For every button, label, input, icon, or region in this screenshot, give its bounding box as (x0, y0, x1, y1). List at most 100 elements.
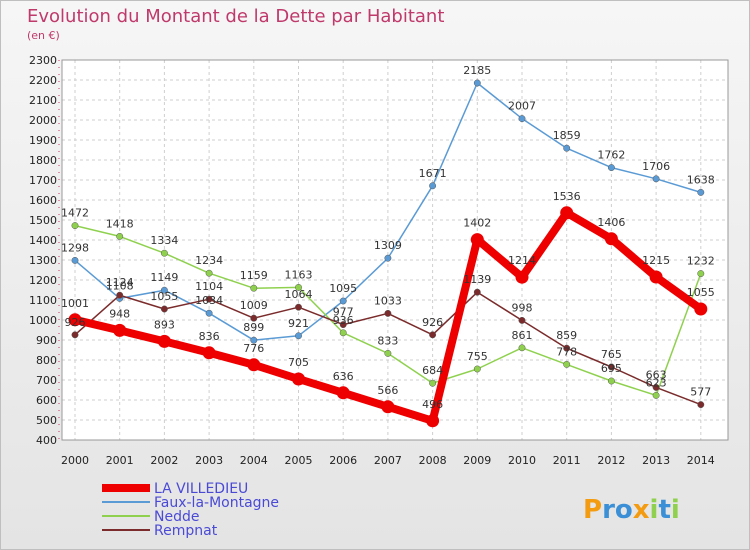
data-point (295, 332, 302, 340)
data-label: 695 (601, 362, 622, 375)
data-point (205, 295, 213, 303)
x-tick-label: 2007 (374, 454, 402, 467)
data-point (295, 283, 302, 291)
data-point (71, 331, 79, 339)
data-point (607, 363, 615, 371)
y-tick-label: 1800 (29, 154, 57, 167)
data-point (697, 401, 705, 409)
data-label: 1232 (687, 255, 715, 268)
data-label: 663 (646, 368, 667, 381)
proxiti-logo: Proxiti (583, 495, 680, 525)
data-point (607, 164, 615, 172)
data-point (205, 309, 213, 317)
data-label: 1418 (106, 217, 134, 230)
data-label: 1671 (419, 167, 447, 180)
x-tick-label: 2004 (240, 454, 268, 467)
x-tick-label: 2014 (687, 454, 715, 467)
data-point (384, 349, 392, 357)
y-tick-label: 1300 (29, 254, 57, 267)
y-tick-label: 2300 (29, 54, 57, 67)
data-label: 936 (333, 314, 354, 327)
data-label: 836 (199, 330, 220, 343)
x-tick-label: 2002 (150, 454, 178, 467)
data-point (336, 386, 350, 400)
data-label: 2007 (508, 100, 536, 113)
data-point (381, 400, 395, 414)
data-label: 623 (646, 376, 667, 389)
data-label: 1001 (61, 297, 89, 310)
y-tick-label: 1900 (29, 134, 57, 147)
data-point (71, 222, 79, 230)
data-point (160, 305, 168, 313)
data-point (649, 270, 663, 284)
data-point (515, 270, 529, 284)
data-point (604, 232, 618, 246)
data-label: 2185 (463, 64, 491, 77)
data-point (384, 309, 392, 317)
data-label: 765 (601, 348, 622, 361)
data-point (160, 286, 168, 294)
y-tick-label: 1100 (29, 294, 57, 307)
data-label: 1064 (285, 288, 313, 301)
data-label: 948 (109, 307, 130, 320)
data-point (518, 344, 526, 352)
y-tick-label: 2200 (29, 74, 57, 87)
y-tick-label: 800 (36, 354, 57, 367)
data-point (518, 316, 526, 324)
data-label: 1159 (240, 269, 268, 282)
x-tick-label: 2013 (642, 454, 670, 467)
data-label: 1859 (553, 129, 581, 142)
data-point (560, 206, 574, 220)
data-point (563, 144, 571, 152)
chart-subtitle: (en €) (27, 29, 60, 42)
data-label: 1234 (195, 254, 223, 267)
data-label: 1309 (374, 239, 402, 252)
data-label: 1139 (463, 273, 491, 286)
data-label: 977 (333, 306, 354, 319)
data-label: 1009 (240, 299, 268, 312)
data-point (518, 115, 526, 123)
data-label: 1149 (150, 271, 178, 284)
data-label: 1706 (642, 160, 670, 173)
data-point (429, 182, 437, 190)
data-point (652, 175, 660, 183)
x-tick-label: 2009 (463, 454, 491, 467)
data-point (563, 360, 571, 368)
legend-label: Nedde (154, 509, 199, 525)
data-label: 926 (422, 316, 443, 329)
y-tick-label: 1700 (29, 174, 57, 187)
x-tick-label: 2008 (419, 454, 447, 467)
data-point (339, 321, 347, 329)
y-tick-label: 500 (36, 414, 57, 427)
plot-area (62, 60, 728, 440)
x-tick-label: 2005 (285, 454, 313, 467)
data-point (113, 323, 127, 337)
data-label: 893 (154, 318, 175, 331)
data-label: 776 (243, 342, 264, 355)
data-point (116, 232, 124, 240)
series (68, 79, 708, 428)
data-label: 1472 (61, 207, 89, 220)
data-point (473, 365, 481, 373)
data-point (563, 344, 571, 352)
data-label: 899 (243, 321, 264, 334)
data-point (116, 291, 124, 299)
data-label: 1402 (463, 217, 491, 230)
data-label: 1124 (106, 276, 134, 289)
y-tick-label: 1200 (29, 274, 57, 287)
data-label: 861 (512, 329, 533, 342)
data-label: 1215 (642, 254, 670, 267)
data-label: 496 (422, 398, 443, 411)
y-tick-label: 900 (36, 334, 57, 347)
plot-border (61, 59, 729, 441)
data-label: 1104 (195, 280, 223, 293)
data-label: 859 (556, 329, 577, 342)
y-tick-label: 2100 (29, 94, 57, 107)
data-label: 636 (333, 370, 354, 383)
data-point (429, 331, 437, 339)
data-label: 1406 (597, 216, 625, 229)
x-tick-label: 2011 (553, 454, 581, 467)
data-label: 1055 (150, 290, 178, 303)
data-label: 1214 (508, 254, 536, 267)
